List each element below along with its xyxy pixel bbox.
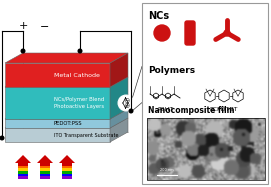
Bar xyxy=(62,171,72,174)
Bar xyxy=(18,166,28,168)
Text: ⊖: ⊖ xyxy=(123,96,129,105)
Polygon shape xyxy=(59,155,75,163)
Polygon shape xyxy=(5,128,110,142)
Bar xyxy=(18,176,28,179)
Circle shape xyxy=(224,30,230,36)
Text: Polymers: Polymers xyxy=(148,66,195,75)
Text: ITO Transparent Substrate: ITO Transparent Substrate xyxy=(53,133,118,137)
Circle shape xyxy=(154,25,170,41)
Text: PEDOT:PSS: PEDOT:PSS xyxy=(53,121,82,126)
Bar xyxy=(62,174,72,176)
Text: +: + xyxy=(19,21,28,31)
Text: P3HT: P3HT xyxy=(158,107,174,112)
Bar xyxy=(40,166,50,168)
Bar xyxy=(40,168,50,171)
Bar xyxy=(40,176,50,179)
Bar xyxy=(18,163,28,166)
Polygon shape xyxy=(5,109,128,119)
Text: 200 nm: 200 nm xyxy=(160,168,174,172)
Polygon shape xyxy=(5,63,110,87)
Text: Metal Cathode: Metal Cathode xyxy=(53,73,99,77)
Text: Nanocomposite film: Nanocomposite film xyxy=(148,106,234,115)
Bar xyxy=(40,171,50,174)
FancyBboxPatch shape xyxy=(185,21,195,45)
Polygon shape xyxy=(15,155,31,163)
Bar xyxy=(18,171,28,174)
Bar xyxy=(40,174,50,176)
Polygon shape xyxy=(110,77,128,119)
Text: ⊕: ⊕ xyxy=(123,101,129,110)
Polygon shape xyxy=(110,118,128,142)
Polygon shape xyxy=(5,53,128,63)
Text: PCPDTBT: PCPDTBT xyxy=(210,107,238,112)
Text: −: − xyxy=(40,22,50,32)
Polygon shape xyxy=(5,77,128,87)
Bar xyxy=(18,168,28,171)
Polygon shape xyxy=(5,87,110,119)
Bar xyxy=(40,163,50,166)
Text: NCs: NCs xyxy=(148,11,169,21)
Circle shape xyxy=(118,95,134,111)
Polygon shape xyxy=(110,109,128,128)
Polygon shape xyxy=(5,118,128,128)
Bar xyxy=(18,174,28,176)
Circle shape xyxy=(0,136,4,140)
Polygon shape xyxy=(110,53,128,87)
FancyBboxPatch shape xyxy=(142,3,268,184)
Bar xyxy=(62,176,72,179)
Circle shape xyxy=(78,49,82,53)
Bar xyxy=(62,168,72,171)
Polygon shape xyxy=(37,155,53,163)
Bar xyxy=(147,118,265,180)
Polygon shape xyxy=(5,119,110,128)
Text: NCs/Polymer Blend
Photoactive Layers: NCs/Polymer Blend Photoactive Layers xyxy=(53,97,104,109)
Circle shape xyxy=(129,109,133,113)
Bar xyxy=(62,163,72,166)
Circle shape xyxy=(21,49,25,53)
Bar xyxy=(62,166,72,168)
